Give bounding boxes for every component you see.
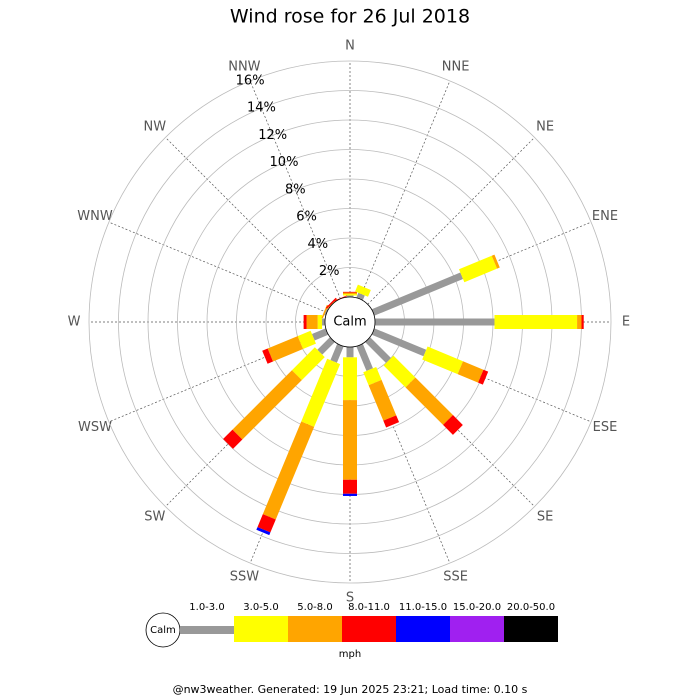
bar-segment [343, 291, 357, 293]
footer: @nw3weather. Generated: 19 Jun 2025 23:2… [173, 683, 528, 696]
legend-title: mph [339, 649, 361, 660]
legend-label: 1.0-3.0 [189, 602, 224, 613]
direction-label: SE [537, 510, 553, 525]
direction-label: WNW [77, 209, 113, 224]
bar-segment [383, 355, 416, 388]
bar-segment [356, 343, 373, 371]
bar-segment [343, 357, 357, 401]
bar-segment [291, 347, 325, 381]
bar-segment [577, 315, 582, 329]
grid-ring [88, 60, 612, 584]
bar-segment [262, 348, 274, 364]
bar-segment [343, 493, 357, 496]
legend-swatch [450, 616, 504, 642]
bar-segment [458, 255, 498, 283]
bar-segment [346, 347, 354, 358]
bar-segment [368, 379, 397, 421]
bar-segment [256, 527, 271, 536]
bar-segment [223, 429, 243, 449]
bar-segment [581, 315, 584, 329]
chart-title: Wind rose for 26 Jul 2018 [230, 6, 470, 28]
bar-segment [324, 308, 329, 316]
bar-segment [232, 370, 302, 440]
bar-segment [494, 315, 578, 329]
bar-segment [405, 377, 453, 425]
bar-segment [317, 315, 323, 329]
bar-segment [457, 361, 484, 383]
legend-label: 11.0-15.0 [399, 602, 447, 613]
r-tick-label: 6% [296, 210, 317, 225]
direction-label: W [68, 315, 81, 330]
bar-segment [443, 415, 463, 435]
direction-label: S [346, 591, 354, 606]
calm-label: Calm [333, 315, 366, 330]
bar-segment [306, 315, 318, 329]
direction-label: ENE [592, 209, 618, 224]
direction-label: NNW [228, 60, 260, 75]
bar-segment [383, 415, 400, 428]
bar-segment [330, 343, 344, 363]
bar-segment [478, 369, 489, 385]
legend-label: 20.0-50.0 [507, 602, 555, 613]
legend-swatch [396, 616, 450, 642]
legend-swatch [288, 616, 342, 642]
bar-segment [363, 366, 382, 386]
direction-label: E [622, 315, 630, 330]
bar-segment [343, 292, 357, 295]
bar-segment [322, 318, 325, 326]
legend-swatch [234, 616, 288, 642]
bar-segment [346, 295, 354, 297]
bar-segment [301, 358, 341, 427]
legend-calm-label: Calm [150, 625, 176, 636]
bar-segment [267, 336, 304, 362]
r-tick-label: 16% [236, 73, 265, 88]
r-tick-label: 2% [319, 264, 340, 279]
bar-segment [343, 479, 357, 494]
bar-segment [375, 318, 495, 326]
bar-segment [311, 328, 329, 341]
bar-segment [257, 514, 276, 533]
bar-segment [365, 337, 392, 364]
direction-label: ESE [593, 420, 618, 435]
legend-label: 8.0-11.0 [348, 602, 390, 613]
bar-segment [371, 328, 427, 357]
legend-swatch [342, 616, 396, 642]
legend-label: 15.0-20.0 [453, 602, 501, 613]
bar-segment [262, 421, 315, 520]
direction-label: N [345, 39, 355, 54]
direction-label: NE [536, 119, 554, 134]
r-tick-label: 10% [270, 155, 299, 170]
r-tick-label: 14% [247, 101, 276, 116]
direction-label: SW [144, 510, 165, 525]
bar-segment [491, 254, 500, 269]
bar-segment [343, 400, 357, 480]
calm-circle [324, 296, 376, 348]
direction-label: SSW [230, 569, 260, 584]
r-tick-label: 8% [285, 182, 306, 197]
direction-label: SSE [443, 569, 468, 584]
bar-segment [325, 297, 337, 309]
legend-label: 3.0-5.0 [243, 602, 278, 613]
direction-label: NNE [442, 60, 470, 75]
bar-segment [371, 272, 464, 316]
bar-segment [355, 284, 371, 297]
bar-segment [303, 315, 307, 329]
r-tick-label: 4% [308, 237, 329, 252]
direction-label: WSW [78, 420, 112, 435]
bar-segment [343, 294, 357, 296]
bar-segment [422, 346, 463, 375]
direction-label: NW [144, 119, 167, 134]
r-tick-label: 12% [258, 128, 287, 143]
legend-swatch [504, 616, 558, 642]
bar-segment [297, 330, 316, 350]
legend-label: 5.0-8.0 [297, 602, 332, 613]
bar-segment [317, 337, 335, 355]
legend-swatch [180, 626, 234, 634]
